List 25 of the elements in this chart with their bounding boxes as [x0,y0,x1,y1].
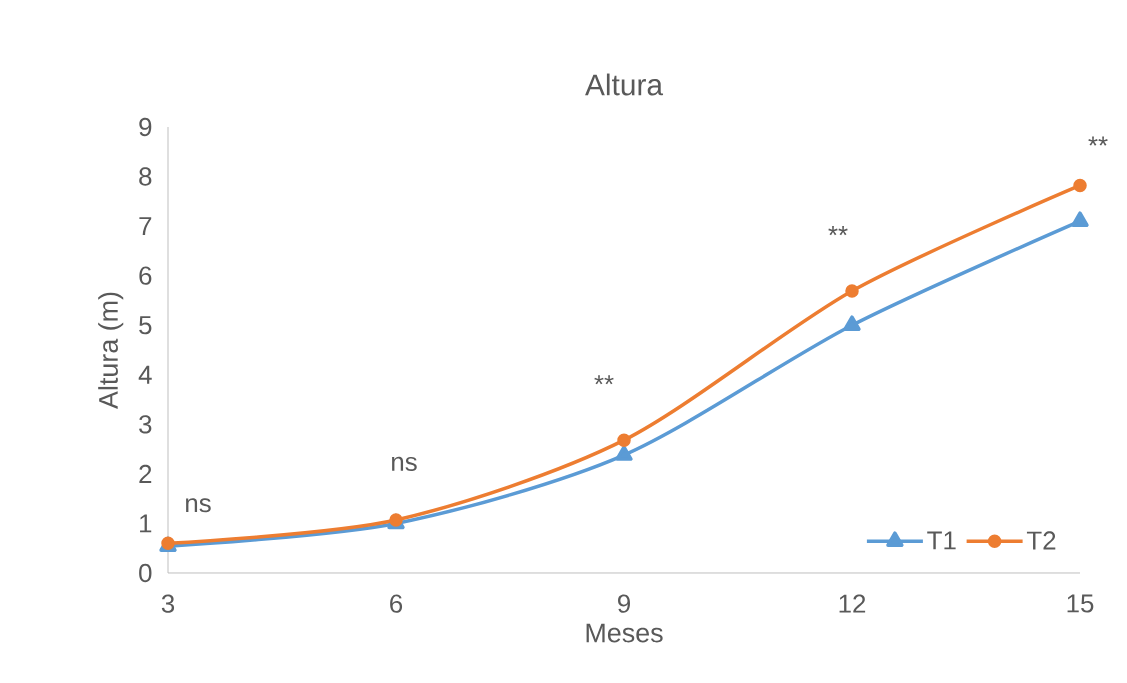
y-axis-title: Altura (m) [98,292,124,409]
annotation: ** [828,226,848,236]
x-axis-title: Meses [586,623,663,643]
x-tick-label: 15 [1067,594,1094,613]
y-tick-label: 7 [139,217,152,236]
x-tick-label: 3 [161,594,175,613]
y-tick-label: 4 [138,365,152,384]
y-tick-label: 9 [139,117,152,137]
y-tick-label: 2 [139,464,152,483]
y-tick-label: 3 [139,415,152,434]
y-tick-label: 0 [139,563,152,583]
legend-label: T2 [1026,531,1056,550]
x-tick-label: 9 [618,594,630,613]
x-tick-label: 12 [839,594,866,613]
y-tick-label: 5 [139,316,152,335]
y-tick-label: 6 [139,266,152,285]
annotation: ns [186,498,211,513]
legend-label: T1 [927,531,956,550]
annotation: ns [392,456,417,472]
y-tick-label: 1 [140,514,152,533]
annotation: ** [594,375,614,385]
y-tick-label: 8 [139,167,152,186]
annotation: ** [1088,136,1108,146]
x-tick-label: 6 [390,594,403,613]
chart-title: Altura [585,73,664,96]
